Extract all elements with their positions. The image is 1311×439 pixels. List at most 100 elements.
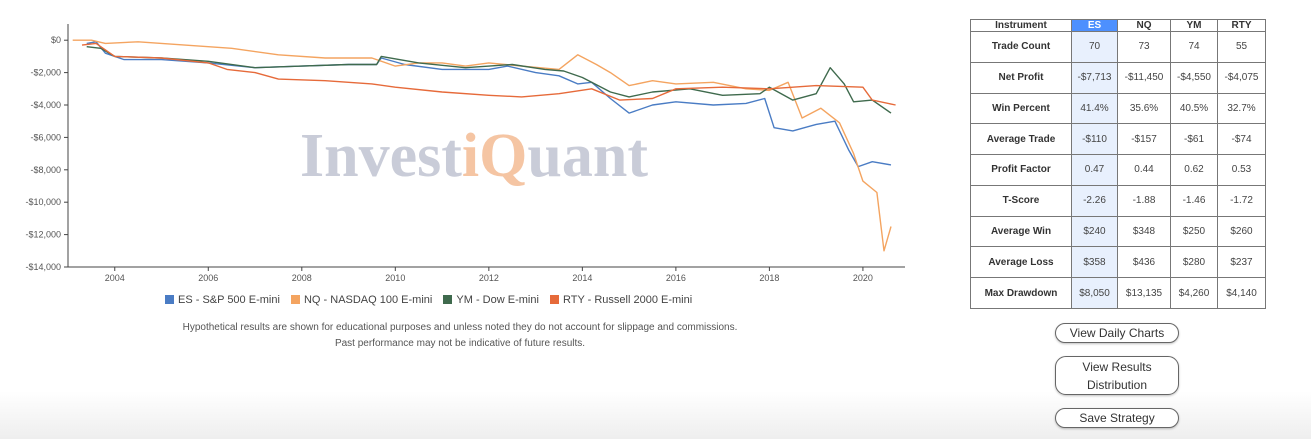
table-row: Net Profit -$7,713 -$11,450 -$4,550 -$4,075	[970, 61, 1266, 94]
cell-rty: $4,140	[1217, 277, 1266, 309]
chart-series	[72, 39, 896, 252]
series-line-ym	[86, 46, 892, 114]
header-rty[interactable]: RTY	[1217, 19, 1266, 32]
cell-ym: $280	[1170, 246, 1218, 279]
cell-es: -2.26	[1071, 184, 1118, 217]
legend-item-es[interactable]: ES - S&P 500 E-mini	[165, 294, 280, 306]
legend-label-ym: YM - Dow E-mini	[456, 294, 539, 306]
cell-nq: $436	[1117, 246, 1171, 279]
watermark-logo: InvestiQuant	[300, 122, 648, 190]
cell-ym: 74	[1170, 31, 1218, 63]
legend-item-ym[interactable]: YM - Dow E-mini	[443, 294, 539, 306]
cell-rty: $237	[1217, 246, 1266, 279]
header-nq[interactable]: NQ	[1117, 19, 1171, 32]
x-tick-label: 2006	[198, 273, 218, 283]
results-distribution-label-1: View Results	[1082, 360, 1152, 374]
cell-rty: -1.72	[1217, 184, 1266, 217]
row-label: Trade Count	[970, 31, 1072, 63]
series-line-es	[86, 41, 892, 168]
table-row: Average Loss $358 $436 $280 $237	[970, 246, 1266, 279]
cell-es: -$7,713	[1071, 61, 1118, 94]
cell-nq: 73	[1117, 31, 1171, 63]
table-header-row: Instrument ES NQ YM RTY	[970, 19, 1266, 32]
legend-label-es: ES - S&P 500 E-mini	[178, 294, 280, 306]
row-label: Max Drawdown	[970, 277, 1072, 309]
disclaimer: Hypothetical results are shown for educa…	[90, 320, 830, 352]
y-tick-label: -$10,000	[25, 197, 61, 207]
table-row: Max Drawdown $8,050 $13,135 $4,260 $4,140	[970, 277, 1266, 309]
x-tick-label: 2008	[292, 273, 312, 283]
row-label: Profit Factor	[970, 154, 1072, 186]
series-line-rty	[81, 42, 896, 106]
y-tick-label: -$14,000	[25, 262, 61, 272]
cell-nq: $13,135	[1117, 277, 1171, 309]
x-tick-label: 2018	[759, 273, 779, 283]
row-label: Win Percent	[970, 92, 1072, 125]
cell-rty: -$4,075	[1217, 61, 1266, 94]
y-tick-label: -$6,000	[30, 132, 61, 142]
y-tick-label: -$4,000	[30, 100, 61, 110]
disclaimer-line-1: Hypothetical results are shown for educa…	[182, 322, 738, 333]
legend-swatch-es	[165, 295, 174, 304]
cell-ym: -1.46	[1170, 184, 1218, 217]
row-label: Average Win	[970, 215, 1072, 248]
results-distribution-label-2: Distribution	[1086, 378, 1148, 392]
cell-ym: -$4,550	[1170, 61, 1218, 94]
header-ym[interactable]: YM	[1170, 19, 1218, 32]
save-strategy-button[interactable]: Save Strategy	[1055, 408, 1179, 428]
legend-label-nq: NQ - NASDAQ 100 E-mini	[303, 294, 433, 306]
cell-rty: $260	[1217, 215, 1266, 248]
legend-swatch-nq	[290, 295, 300, 304]
cell-nq: -$157	[1117, 123, 1171, 156]
y-tick-label: -$12,000	[25, 230, 61, 240]
cell-es: 41.4%	[1071, 92, 1118, 125]
cell-es: $8,050	[1071, 277, 1118, 309]
x-tick-label: 2016	[666, 273, 686, 283]
cell-es: 0.47	[1071, 154, 1118, 186]
equity-chart: InvestiQuant $0 -$2,000 -$4,000 -$6,000 -$8,…	[25, 24, 905, 283]
row-label: Average Trade	[970, 123, 1072, 156]
chart-legend: ES - S&P 500 E-mini NQ - NASDAQ 100 E-mi…	[165, 294, 765, 310]
view-results-distribution-button[interactable]: View Results Distribution	[1055, 356, 1179, 395]
y-tick-label: $0	[51, 35, 61, 45]
legend-swatch-ym	[443, 295, 453, 304]
cell-nq: 0.44	[1117, 154, 1171, 186]
cell-rty: 0.53	[1217, 154, 1266, 186]
cell-rty: -$74	[1217, 123, 1266, 156]
cell-nq: -$11,450	[1117, 61, 1171, 94]
table-row: Average Trade -$110 -$157 -$61 -$74	[970, 123, 1266, 156]
y-tick-label: -$2,000	[30, 68, 61, 78]
legend-item-nq[interactable]: NQ - NASDAQ 100 E-mini	[290, 294, 433, 306]
legend-swatch-rty	[549, 295, 559, 304]
stats-table: Instrument ES NQ YM RTY Trade Count 70 73 7…	[970, 19, 1266, 309]
cell-nq: -1.88	[1117, 184, 1171, 217]
cell-ym: -$61	[1170, 123, 1218, 156]
row-label: T-Score	[970, 184, 1072, 217]
table-row: Average Win $240 $348 $250 $260	[970, 215, 1266, 248]
table-row: Profit Factor 0.47 0.44 0.62 0.53	[970, 154, 1266, 186]
x-tick-label: 2014	[572, 273, 592, 283]
header-instrument: Instrument	[970, 19, 1072, 32]
y-tick-label: -$8,000	[30, 165, 61, 175]
cell-ym: 40.5%	[1170, 92, 1218, 125]
legend-item-rty[interactable]: RTY - Russell 2000 E-mini	[549, 294, 693, 306]
chart-axes: $0 -$2,000 -$4,000 -$6,000 -$8,000 -$10,000 -$…	[25, 24, 905, 283]
table-row: Trade Count 70 73 74 55	[970, 31, 1266, 63]
row-label: Net Profit	[970, 61, 1072, 94]
x-tick-label: 2004	[105, 273, 125, 283]
x-tick-label: 2020	[853, 273, 873, 283]
cell-es: 70	[1071, 31, 1118, 63]
disclaimer-line-2: Past performance may not be indicative o…	[334, 338, 586, 349]
cell-es: $358	[1071, 246, 1118, 279]
cell-ym: $4,260	[1170, 277, 1218, 309]
cell-nq: 35.6%	[1117, 92, 1171, 125]
cell-ym: $250	[1170, 215, 1218, 248]
x-tick-label: 2012	[479, 273, 499, 283]
legend-label-rty: RTY - Russell 2000 E-mini	[562, 294, 693, 306]
cell-rty: 55	[1217, 31, 1266, 63]
header-es[interactable]: ES	[1071, 19, 1118, 32]
cell-es: $240	[1071, 215, 1118, 248]
cell-nq: $348	[1117, 215, 1171, 248]
x-tick-label: 2010	[385, 273, 405, 283]
view-daily-charts-button[interactable]: View Daily Charts	[1055, 323, 1179, 343]
